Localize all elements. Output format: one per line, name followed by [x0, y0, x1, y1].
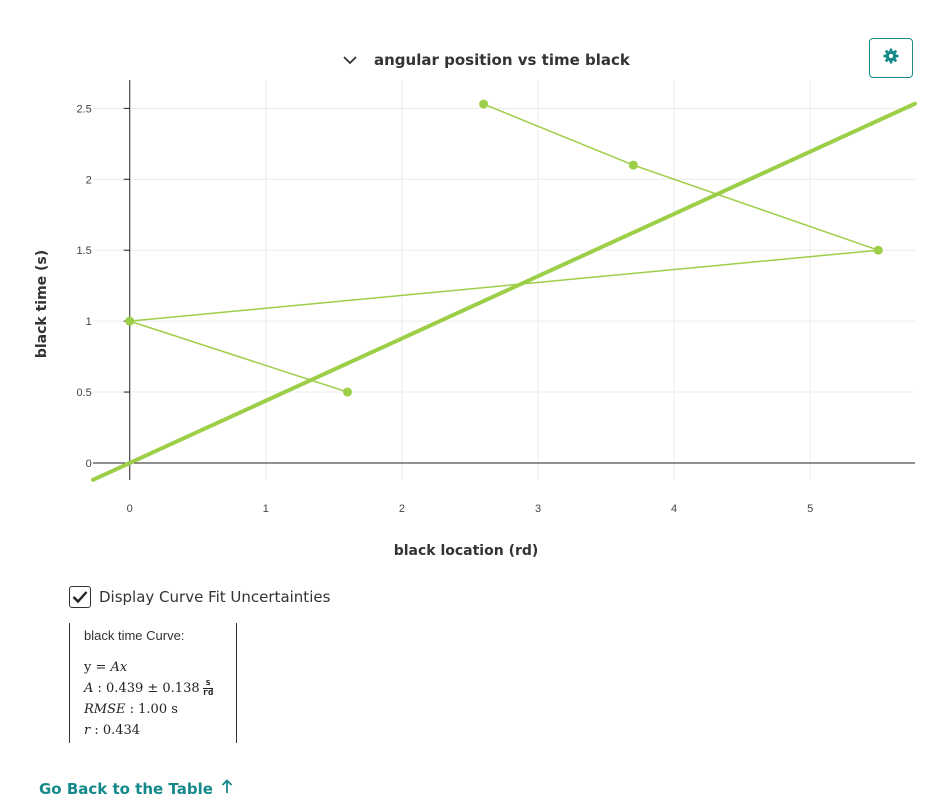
x-tick-label: 5 [807, 503, 813, 515]
chevron-down-icon [340, 50, 360, 70]
back-to-table-link[interactable]: Go Back to the Table [39, 779, 233, 799]
x-tick-label: 0 [127, 503, 133, 515]
curve-fit-title: black time Curve: [84, 628, 185, 643]
gear-icon [883, 48, 899, 69]
fit-line [91, 101, 917, 482]
uncertainty-checkbox-label: Display Curve Fit Uncertainties [99, 588, 331, 606]
tick-labels: 0 1 2 3 4 5 0 0.5 1 1.5 2 2.5 [76, 103, 813, 515]
uncertainty-checkbox[interactable] [69, 586, 91, 608]
series [125, 99, 883, 397]
x-axis-title: black location (rd) [394, 543, 539, 559]
y-tick-label: 0 [86, 458, 92, 470]
data-point [628, 160, 638, 170]
y-tick-label: 1.5 [76, 245, 91, 257]
x-tick-label: 3 [535, 503, 541, 515]
data-point [479, 99, 489, 109]
y-tick-label: 0.5 [76, 387, 91, 399]
y-tick-label: 1 [86, 316, 92, 328]
settings-button[interactable] [869, 38, 913, 78]
y-tick-label: 2 [86, 174, 92, 186]
uncertainty-checkbox-row[interactable]: Display Curve Fit Uncertainties [69, 586, 330, 608]
arrow-up-icon [221, 779, 233, 799]
data-point [342, 387, 352, 397]
fit-rmse: RMSE : 1.00 s [84, 702, 178, 717]
graph-title-dropdown[interactable]: angular position vs time black [340, 46, 630, 74]
parameter-unit: s rd [202, 678, 214, 698]
axes [93, 80, 915, 480]
y-tick-label: 2.5 [76, 103, 91, 115]
x-tick-label: 1 [263, 503, 269, 515]
fit-equation: y = Ax [84, 660, 128, 675]
checkmark-icon [72, 591, 88, 604]
chart: 0 1 2 3 4 5 0 0.5 1 1.5 2 2.5 black location (rd) b… [34, 80, 917, 559]
curve-fit-results: black time Curve: y = Ax A : 0.439 ± 0.1… [69, 623, 237, 743]
data-point [873, 245, 883, 255]
fit-correlation: r : 0.434 [84, 723, 141, 738]
series-line [129, 103, 879, 393]
fit-parameter: A : 0.439 ± 0.138 s rd [84, 678, 214, 698]
fit-line-layer [91, 101, 917, 482]
graph-title: angular position vs time black [374, 51, 630, 69]
grid [93, 80, 915, 480]
back-to-table-label: Go Back to the Table [39, 780, 213, 798]
y-axis-title: black time (s) [34, 250, 50, 358]
x-tick-label: 4 [671, 503, 677, 515]
data-point [125, 316, 135, 326]
x-tick-label: 2 [399, 503, 405, 515]
